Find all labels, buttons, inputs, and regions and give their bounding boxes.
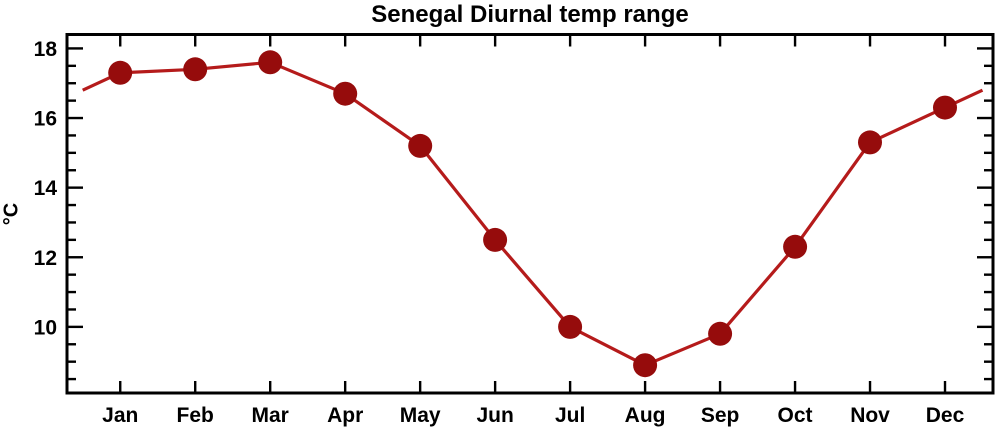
plot-frame bbox=[65, 33, 995, 395]
data-point-jul bbox=[558, 314, 583, 339]
data-point-apr bbox=[333, 81, 358, 106]
x-tick-label: Jan bbox=[102, 404, 138, 427]
data-point-may bbox=[408, 133, 433, 158]
y-tick-label: 10 bbox=[34, 316, 57, 339]
x-tick-label: Nov bbox=[850, 404, 890, 427]
data-point-feb bbox=[183, 57, 208, 82]
data-point-dec bbox=[933, 95, 957, 120]
x-tick-label: May bbox=[400, 404, 441, 427]
y-axis-label: °C bbox=[0, 202, 23, 226]
x-tick-label: Aug bbox=[625, 404, 666, 427]
y-tick-label: 16 bbox=[34, 108, 57, 131]
y-tick-label: 12 bbox=[34, 247, 57, 270]
x-tick-label: Mar bbox=[252, 404, 289, 427]
series-line bbox=[82, 60, 984, 367]
x-tick-label: Dec bbox=[926, 404, 965, 427]
x-tick-label: Sep bbox=[701, 404, 740, 427]
data-point-sep bbox=[708, 321, 733, 346]
x-tick-label: Apr bbox=[327, 404, 363, 427]
x-tick-label: Jul bbox=[555, 404, 585, 427]
x-tick-label: Feb bbox=[177, 404, 214, 427]
data-point-oct bbox=[783, 234, 808, 259]
data-point-mar bbox=[258, 50, 283, 75]
data-point-jan bbox=[108, 60, 133, 85]
y-tick-label: 18 bbox=[34, 38, 58, 61]
x-tick-label: Jun bbox=[476, 404, 513, 427]
data-point-jun bbox=[483, 227, 508, 252]
y-tick-label: 14 bbox=[34, 177, 58, 200]
data-point-nov bbox=[858, 130, 882, 155]
data-point-aug bbox=[633, 353, 658, 378]
chart-title: Senegal Diurnal temp range bbox=[371, 1, 689, 28]
x-tick-label: Oct bbox=[778, 404, 813, 427]
